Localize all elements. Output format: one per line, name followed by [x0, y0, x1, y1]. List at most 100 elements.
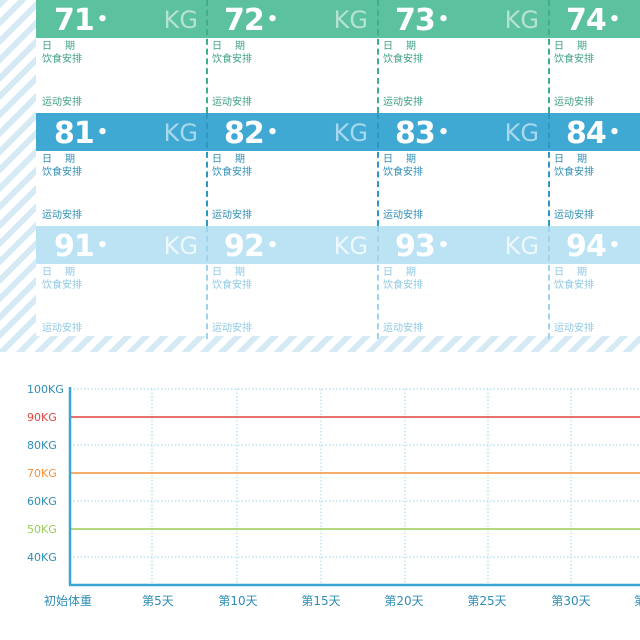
- unit-label: KG: [333, 119, 368, 147]
- exercise-label: 运动安排: [42, 323, 82, 334]
- row-band-70s: [36, 0, 640, 38]
- tracker-cell: 94 • 日期 饮食安排 运动安排: [548, 226, 640, 339]
- cell-number: 74 •: [566, 2, 620, 39]
- date-label: 日期: [212, 267, 258, 278]
- cell-number: 84 •: [566, 115, 620, 152]
- diet-label: 饮食安排: [42, 167, 82, 178]
- exercise-label: 运动安排: [554, 97, 594, 108]
- diet-label: 饮食安排: [42, 280, 82, 291]
- exercise-label: 运动安排: [42, 97, 82, 108]
- bullet-dot-icon: •: [608, 9, 620, 30]
- bullet-dot-icon: •: [96, 122, 108, 143]
- exercise-label: 运动安排: [383, 323, 423, 334]
- diet-label: 饮食安排: [383, 280, 423, 291]
- row-band-90s: [36, 226, 640, 264]
- cell-number: 71 •: [54, 2, 108, 39]
- unit-label: KG: [504, 6, 539, 34]
- date-label: 日期: [383, 267, 429, 278]
- tracker-cell: 84 • 日期 饮食安排 运动安排: [548, 113, 640, 226]
- diet-label: 饮食安排: [212, 167, 252, 178]
- bullet-dot-icon: •: [266, 9, 278, 30]
- cell-divider: [548, 226, 550, 339]
- cell-divider: [206, 226, 208, 339]
- y-tick-label: 90KG: [27, 411, 57, 424]
- unit-label: KG: [504, 232, 539, 260]
- weight-chart: 100KG 90KG 80KG 70KG 60KG 50KG 40KG 初始体重 第5天 第10天…: [27, 383, 640, 608]
- x-tick-label: 第: [634, 594, 640, 608]
- date-label: 日期: [383, 154, 429, 165]
- cell-number-text: 92: [224, 229, 265, 264]
- unit-label: KG: [504, 119, 539, 147]
- cell-number-text: 71: [54, 3, 95, 38]
- x-tick-label: 第25天: [467, 594, 506, 608]
- diet-label: 饮食安排: [42, 54, 82, 65]
- tracker-cell: 93 • KG 日期 饮食安排 运动安排: [377, 226, 547, 339]
- bullet-dot-icon: •: [608, 122, 620, 143]
- x-tick-label: 第20天: [384, 594, 423, 608]
- cell-divider: [206, 113, 208, 226]
- unit-label: KG: [163, 119, 198, 147]
- cell-number: 82 •: [224, 115, 278, 152]
- cell-number: 81 •: [54, 115, 108, 152]
- cell-number: 91 •: [54, 228, 108, 265]
- diet-label: 饮食安排: [554, 167, 594, 178]
- bullet-dot-icon: •: [266, 122, 278, 143]
- card-area: [36, 0, 640, 336]
- tracker-cell: 74 • 日期饮食安排运动安排: [548, 0, 640, 113]
- date-label: 日期: [42, 154, 88, 165]
- cell-divider: [377, 0, 379, 113]
- diet-label: 饮食安排: [554, 280, 594, 291]
- exercise-label: 运动安排: [383, 210, 423, 221]
- y-tick-label: 100KG: [27, 383, 64, 396]
- tracker-cell: 71 • KG 日期饮食安排运动安排: [36, 0, 206, 113]
- date-label: 日期: [42, 267, 88, 278]
- cell-number-text: 93: [395, 229, 436, 264]
- tracker-cell: 72 • KG 日期 饮食安排 运动安排: [206, 0, 376, 113]
- unit-label: KG: [333, 232, 368, 260]
- row-band-80s: [36, 113, 640, 151]
- cell-divider: [377, 226, 379, 339]
- exercise-label: 运动安排: [383, 97, 423, 108]
- y-tick-label: 40KG: [27, 551, 57, 564]
- date-label: 日期: [212, 154, 258, 165]
- cell-number: 72 •: [224, 2, 278, 39]
- diet-label: 饮食安排: [554, 54, 594, 65]
- cell-number-text: 91: [54, 229, 95, 264]
- date-label: 日期: [554, 154, 600, 165]
- y-tick-label: 50KG: [27, 523, 57, 536]
- cell-number: 94 •: [566, 228, 620, 265]
- cell-number: 83 •: [395, 115, 449, 152]
- diet-label: 饮食安排: [212, 54, 252, 65]
- y-tick-label: 80KG: [27, 439, 57, 452]
- exercise-label: 运动安排: [212, 210, 252, 221]
- cell-number-text: 81: [54, 116, 95, 151]
- x-tick-label: 第5天: [142, 594, 174, 608]
- y-tick-label: 70KG: [27, 467, 57, 480]
- exercise-label: 运动安排: [554, 323, 594, 334]
- bullet-dot-icon: •: [266, 235, 278, 256]
- diet-label: 饮食安排: [212, 280, 252, 291]
- x-tick-label: 第30天: [551, 594, 590, 608]
- bullet-dot-icon: •: [437, 9, 449, 30]
- unit-label: KG: [333, 6, 368, 34]
- bullet-dot-icon: •: [437, 122, 449, 143]
- x-tick-label: 第15天: [301, 594, 340, 608]
- exercise-label: 运动安排: [212, 323, 252, 334]
- x-tick-label: 第10天: [218, 594, 257, 608]
- cell-number: 73 •: [395, 2, 449, 39]
- cell-divider: [548, 0, 550, 113]
- cell-number-text: 83: [395, 116, 436, 151]
- cell-divider: [206, 0, 208, 113]
- date-label: 日期: [212, 41, 258, 52]
- unit-label: KG: [163, 6, 198, 34]
- bullet-dot-icon: •: [608, 235, 620, 256]
- tracker-cell: 91 • KG 日期饮食安排运动安排: [36, 226, 206, 339]
- date-label: 日期: [554, 41, 600, 52]
- tracker-cell: 83 • KG 日期 饮食安排 运动安排: [377, 113, 547, 226]
- tracker-cell: 92 • KG 日期饮食安排运动安排: [206, 226, 376, 339]
- unit-label: KG: [163, 232, 198, 260]
- cell-number-text: 72: [224, 3, 265, 38]
- cell-divider: [377, 113, 379, 226]
- cell-divider: [548, 113, 550, 226]
- date-label: 日期: [42, 41, 88, 52]
